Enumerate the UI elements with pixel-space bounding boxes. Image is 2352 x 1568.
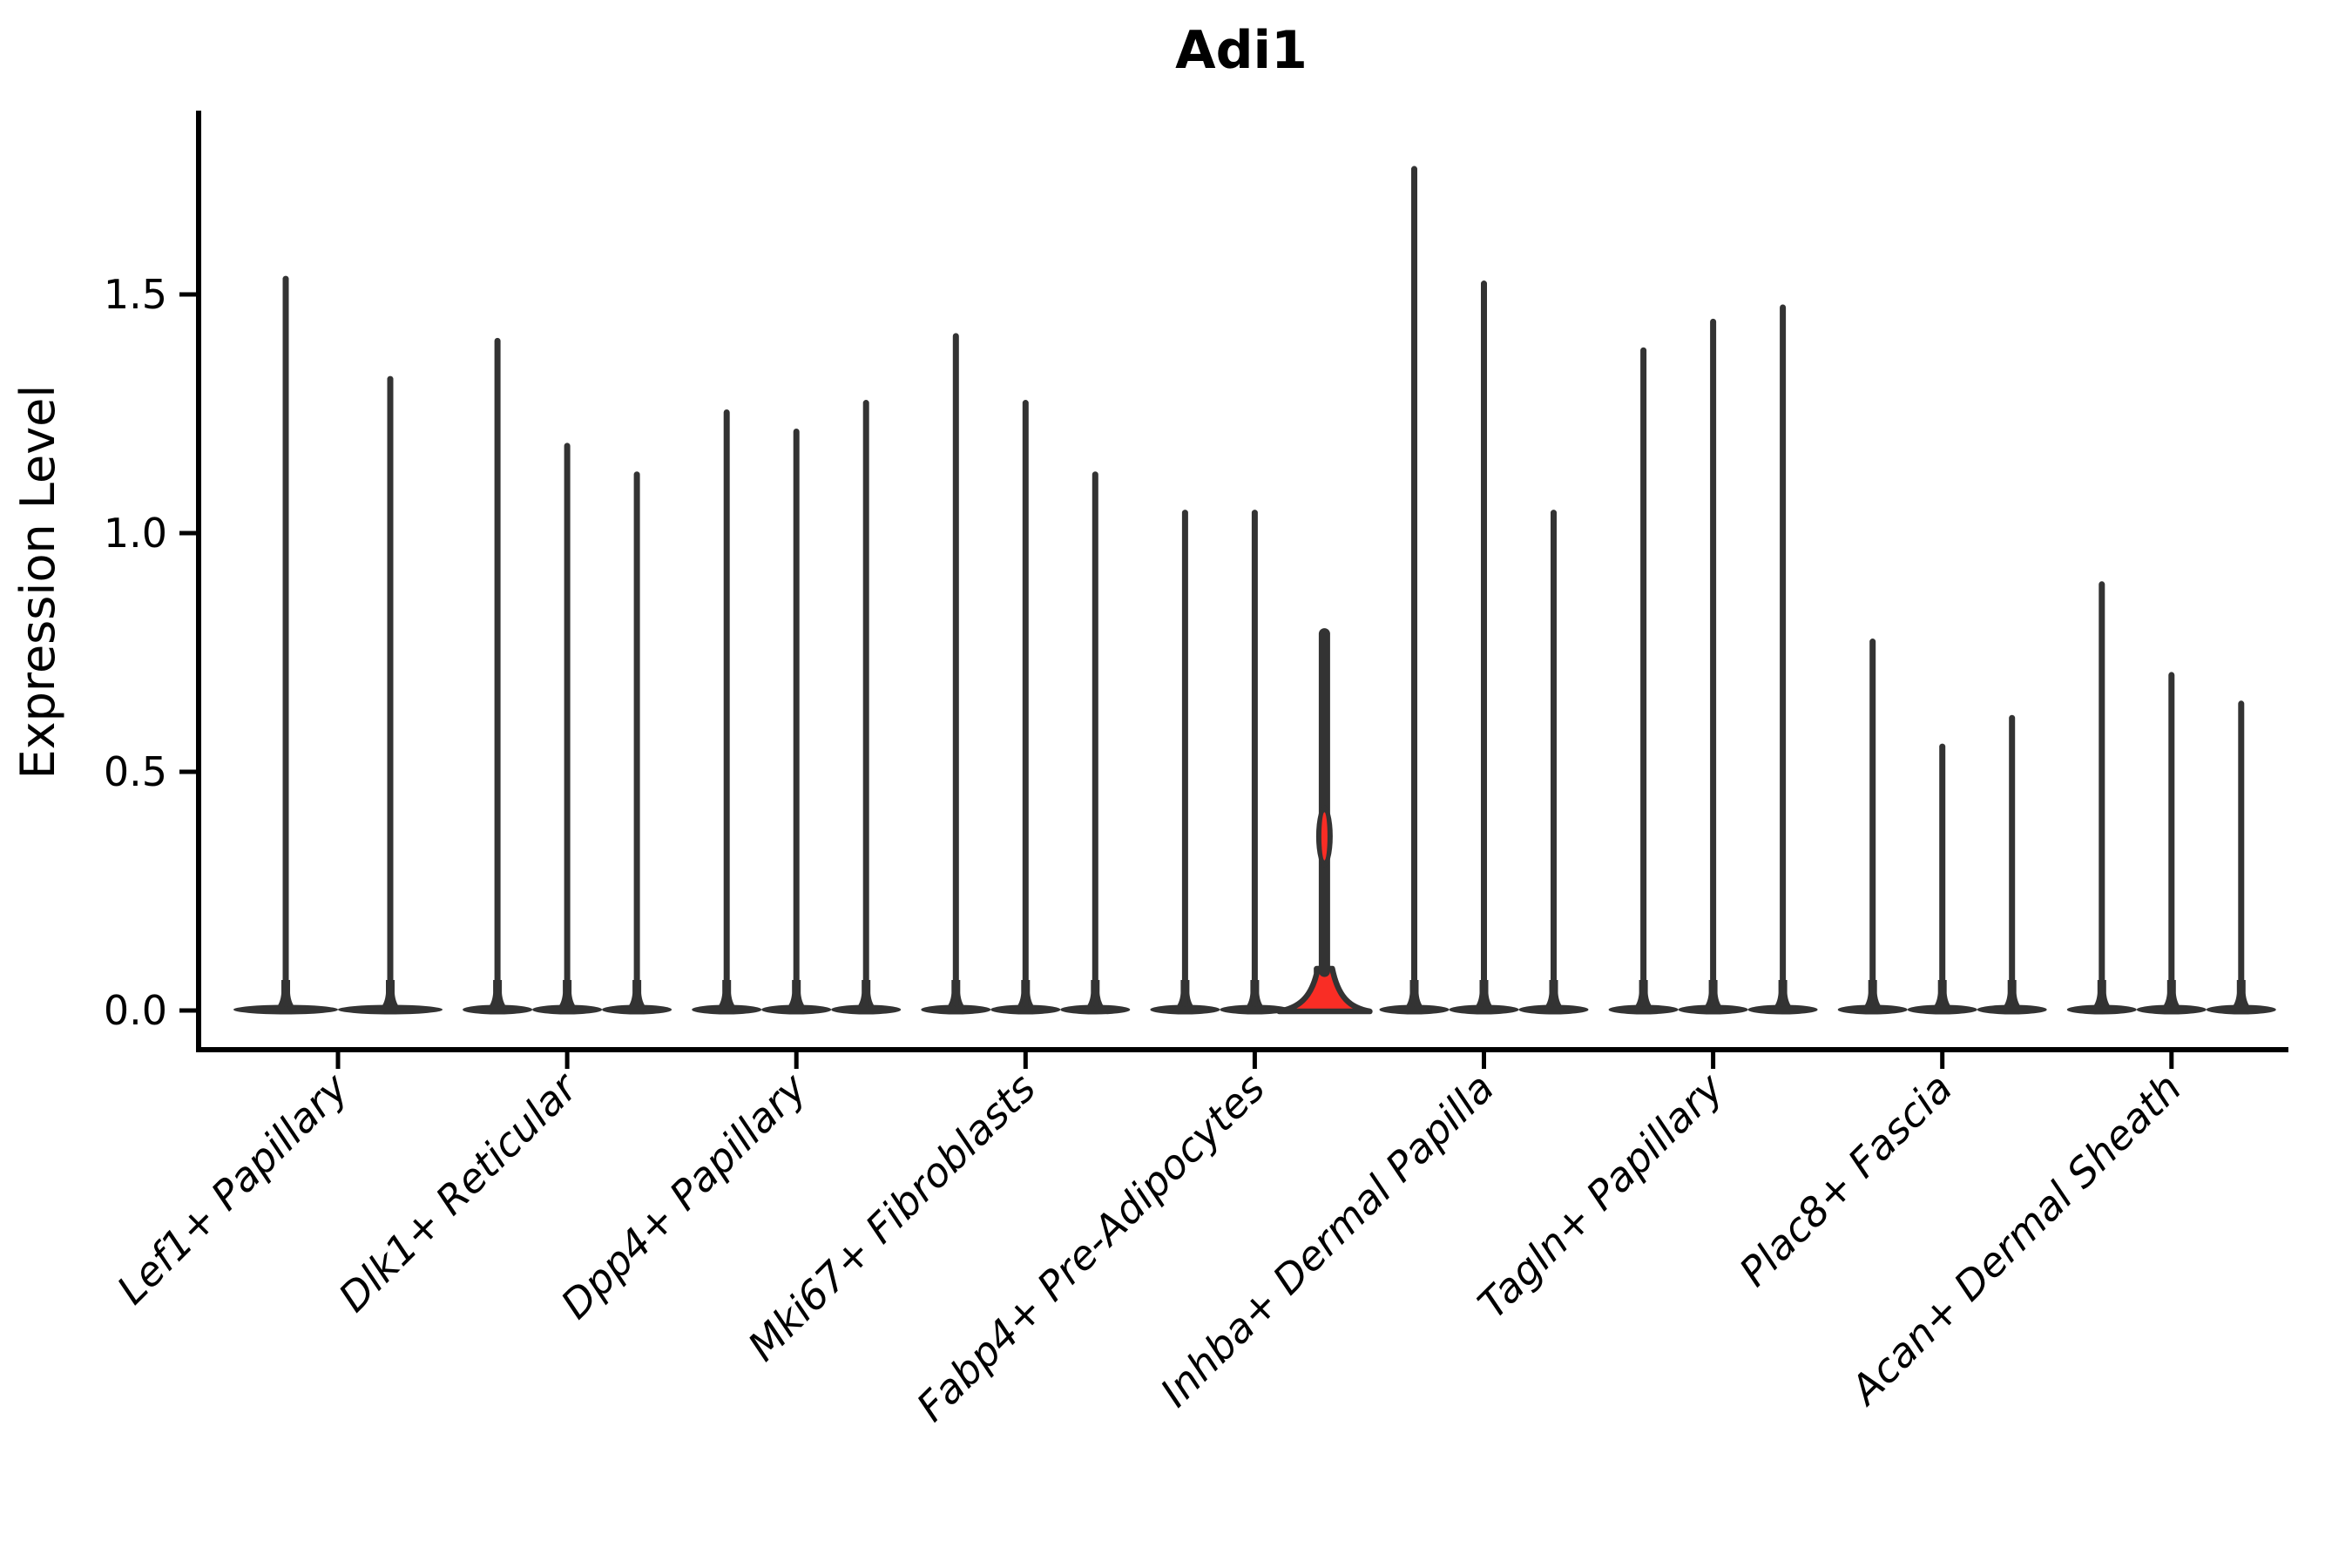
y-tick-label: 1.5 xyxy=(104,271,167,318)
violin xyxy=(338,375,443,1015)
violin xyxy=(1837,639,1908,1015)
violin xyxy=(1747,304,1818,1015)
violin xyxy=(532,443,603,1015)
x-tick-label: Plac8+ Fascia xyxy=(1730,1064,1961,1295)
y-tick-label: 0.0 xyxy=(104,987,167,1034)
violin xyxy=(602,471,672,1015)
x-tick-label: Dlk1+ Reticular xyxy=(329,1062,588,1321)
violin xyxy=(2206,700,2276,1015)
x-tick: Dpp4+ Papillary xyxy=(551,1050,816,1328)
violin xyxy=(1907,743,1977,1015)
violin xyxy=(1449,280,1519,1015)
violin xyxy=(1518,510,1589,1015)
violin xyxy=(1608,347,1679,1015)
y-tick: 1.5 xyxy=(104,271,199,318)
violin xyxy=(463,337,533,1015)
y-axis-label: Expression Level xyxy=(10,385,65,780)
violin xyxy=(1678,318,1748,1015)
violins-layer xyxy=(233,166,2276,1015)
violin xyxy=(761,428,832,1015)
violin xyxy=(1150,510,1220,1015)
y-tick: 1.0 xyxy=(104,510,199,557)
x-tick-label: Tagln+ Papillary xyxy=(1469,1064,1733,1328)
x-tick: Plac8+ Fascia xyxy=(1730,1050,1961,1295)
violin xyxy=(990,400,1061,1015)
violin-highlighted xyxy=(1276,628,1373,1015)
violin xyxy=(831,400,902,1015)
y-tick-label: 1.0 xyxy=(104,510,167,557)
y-tick: 0.5 xyxy=(104,748,199,795)
x-tick: Tagln+ Papillary xyxy=(1469,1050,1733,1328)
violin xyxy=(1977,714,2047,1015)
x-tick: Dlk1+ Reticular xyxy=(329,1050,588,1321)
x-tick-label: Dpp4+ Papillary xyxy=(551,1064,815,1328)
x-tick-label: Lef1+ Papillary xyxy=(108,1064,357,1313)
violin xyxy=(1379,166,1450,1015)
violin xyxy=(921,333,991,1015)
x-tick: Lef1+ Papillary xyxy=(108,1050,357,1314)
chart-title: Adi1 xyxy=(1175,20,1308,81)
y-axis-ticks: 0.0 0.5 1.0 1.5 xyxy=(104,271,199,1034)
violin-bulge-fill xyxy=(1321,812,1328,861)
violin xyxy=(2066,581,2137,1015)
y-tick: 0.0 xyxy=(104,987,199,1034)
violin xyxy=(233,275,338,1015)
violin xyxy=(2136,672,2207,1015)
violin xyxy=(1220,510,1290,1015)
y-tick-label: 0.5 xyxy=(104,748,167,795)
violin xyxy=(692,409,762,1015)
violin xyxy=(1060,471,1131,1015)
